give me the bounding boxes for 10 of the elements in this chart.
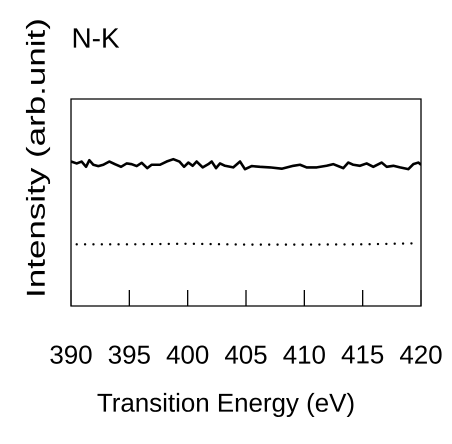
x-axis-title: Transition Energy (eV) bbox=[98, 392, 354, 418]
x-tick-label: 415 bbox=[342, 345, 384, 364]
y-axis-title: Intensity (arb.unit) bbox=[26, 20, 50, 295]
x-tick-label: 405 bbox=[224, 346, 267, 364]
x-tick-label: 410 bbox=[283, 346, 325, 364]
x-tick-label: 400 bbox=[166, 346, 208, 364]
x-tick-label: 420 bbox=[400, 346, 442, 364]
x-tick-label: 395 bbox=[108, 346, 150, 364]
x-tick-label: 390 bbox=[50, 346, 92, 364]
chart-title: N-K bbox=[74, 28, 120, 48]
